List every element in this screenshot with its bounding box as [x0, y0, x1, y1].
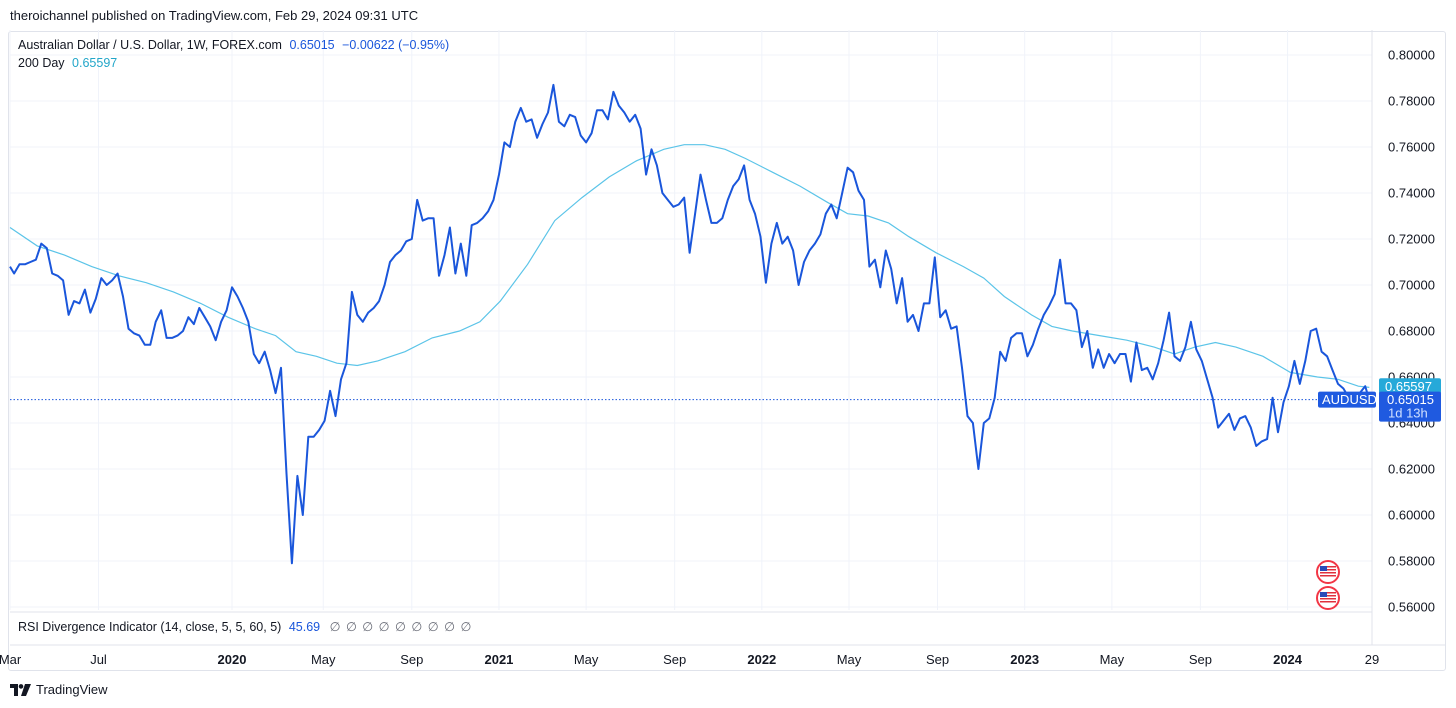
grid — [9, 30, 1446, 646]
x-tick-label: 2024 — [1273, 652, 1303, 667]
chart-legend: Australian Dollar / U.S. Dollar, 1W, FOR… — [18, 36, 449, 72]
legend-price: 0.65015 — [289, 38, 335, 52]
chart-frame — [8, 31, 1446, 671]
x-tick-label: Sep — [926, 652, 949, 667]
ma-badge-value: 0.65597 — [1385, 379, 1432, 394]
x-tick-label: May — [311, 652, 336, 667]
x-tick-label: May — [1100, 652, 1125, 667]
price-badge — [1379, 391, 1441, 422]
x-tick-label: 2020 — [218, 652, 247, 667]
ma-value: 0.65597 — [72, 56, 118, 70]
tradingview-logo-icon — [10, 683, 31, 696]
x-tick-label: Sep — [663, 652, 686, 667]
price-line — [9, 83, 1371, 565]
x-tick-label: 2022 — [747, 652, 776, 667]
symbol-badge[interactable] — [1318, 391, 1376, 408]
ma-200-line — [9, 144, 1370, 388]
y-tick-label: 0.68000 — [1388, 324, 1435, 339]
x-tick-label: 2021 — [484, 652, 513, 667]
x-tick-label: Sep — [1189, 652, 1212, 667]
legend-change: −0.00622 (−0.95%) — [342, 38, 450, 52]
y-tick-label: 0.76000 — [1388, 140, 1435, 155]
y-tick-label: 0.74000 — [1388, 186, 1435, 201]
y-tick-label: 0.56000 — [1388, 600, 1435, 615]
y-tick-label: 0.70000 — [1388, 278, 1435, 293]
x-tick-label: May — [837, 652, 862, 667]
y-tick-label: 0.72000 — [1388, 232, 1435, 247]
publish-info: theroichannel published on TradingView.c… — [10, 8, 419, 23]
flag-stripe — [1320, 569, 1336, 571]
flag-stripe — [1320, 572, 1336, 574]
price-badge-value: 0.65015 — [1387, 392, 1434, 407]
countdown-label: 1d 13h — [1388, 406, 1428, 421]
rsi-value: 45.69 — [288, 620, 321, 634]
us-flag-icon[interactable] — [1316, 586, 1340, 610]
instrument-title[interactable]: Australian Dollar / U.S. Dollar, 1W, FOR… — [18, 38, 282, 52]
flag-stripe — [1320, 598, 1336, 600]
flag-canton — [1320, 592, 1327, 597]
flag-stripe — [1320, 595, 1336, 597]
rsi-na-values: ∅ ∅ ∅ ∅ ∅ ∅ ∅ ∅ ∅ — [329, 620, 473, 634]
x-tick-label: May — [574, 652, 599, 667]
flag-stripe — [1320, 566, 1336, 568]
x-tick-label: Jul — [90, 652, 107, 667]
time-axis: Mar Jul 2020 May Sep 2021 May Sep 2022 May Sep 2023… — [0, 652, 1379, 667]
y-tick-label: 0.78000 — [1388, 94, 1435, 109]
price-axis: 0.80000 0.78000 0.76000 0.74000 0.72000 0.700… — [1388, 48, 1435, 615]
flag-stripe — [1320, 592, 1336, 594]
symbol-badge-label: AUDUSD — [1322, 392, 1377, 407]
flag-stripe — [1320, 575, 1336, 577]
x-tick-label: 2023 — [1010, 652, 1039, 667]
x-tick-label: Mar — [0, 652, 22, 667]
flag-canton — [1320, 566, 1327, 571]
event-markers — [1316, 560, 1340, 610]
x-tick-label: Sep — [400, 652, 423, 667]
tradingview-brand[interactable]: TradingView — [10, 682, 108, 697]
flag-stripe — [1320, 601, 1336, 603]
rsi-label: RSI Divergence Indicator (14, close, 5, … — [18, 620, 282, 634]
us-flag-icon[interactable] — [1316, 560, 1340, 584]
y-tick-label: 0.62000 — [1388, 462, 1435, 477]
rsi-legend[interactable]: RSI Divergence Indicator (14, close, 5, … — [18, 619, 472, 634]
y-tick-label: 0.60000 — [1388, 508, 1435, 523]
brand-name: TradingView — [36, 682, 108, 697]
plot-area — [9, 83, 1372, 565]
x-tick-label: 29 — [1365, 652, 1379, 667]
y-tick-label: 0.58000 — [1388, 554, 1435, 569]
ma-label[interactable]: 200 Day — [18, 56, 65, 70]
ma-badge — [1379, 378, 1441, 395]
y-tick-label: 0.80000 — [1388, 48, 1435, 63]
